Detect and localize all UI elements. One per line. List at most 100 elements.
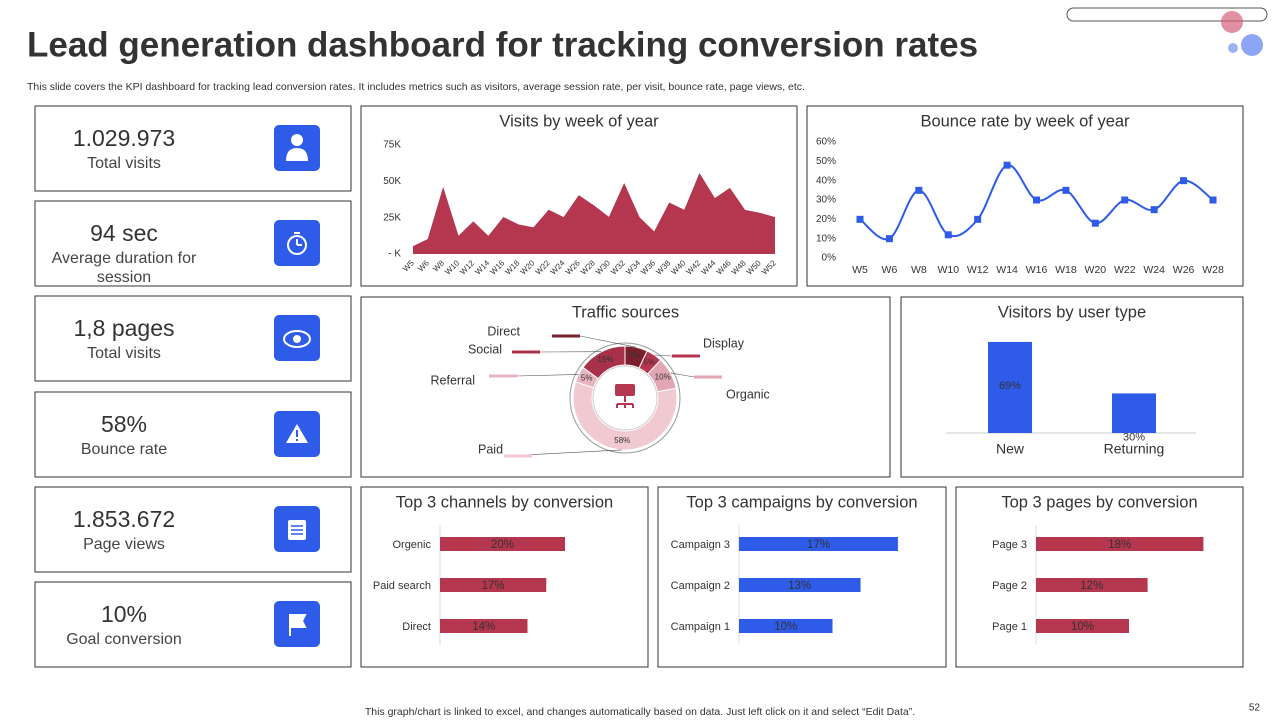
kpi-value: 1.029.973: [73, 125, 175, 151]
value-label: 30%: [1123, 431, 1145, 443]
kpi-label: Total visits: [87, 345, 161, 362]
marker: [1091, 219, 1099, 227]
y-tick-label: 20%: [816, 214, 836, 225]
icon: [294, 232, 302, 246]
decor-dot: [1241, 34, 1263, 56]
icon: [289, 614, 307, 636]
kpi-icon: [274, 315, 320, 361]
panel: [657, 486, 947, 668]
ring: [569, 342, 681, 454]
x-tick-label: Returning: [1104, 441, 1165, 457]
decor-bar: [1066, 7, 1268, 22]
icon: [291, 134, 303, 146]
decor-dot: [1228, 43, 1238, 53]
category-label: Organic: [726, 387, 770, 401]
icon: [286, 148, 308, 161]
bar: [1036, 537, 1204, 551]
y-tick-label: 30%: [816, 195, 836, 206]
icon: [293, 335, 301, 343]
kpi-label: Goal conversion: [66, 631, 182, 648]
value-label: 14%: [472, 621, 495, 633]
marker: [1209, 196, 1217, 204]
kpi-label-box: Total visits: [87, 345, 161, 362]
kpi-label: Total visits: [87, 155, 161, 172]
panel: [900, 296, 1244, 478]
marker: [1150, 206, 1158, 214]
center-icon: [615, 384, 635, 396]
y-tick-label: Paid search: [373, 580, 431, 592]
y-tick-label: 40%: [816, 175, 836, 186]
y-tick-label: Page 1: [992, 621, 1027, 633]
category-label: Direct: [487, 324, 520, 338]
chart-title: Traffic sources: [572, 303, 679, 321]
kpi-icon: [274, 125, 320, 171]
icon: [287, 235, 307, 255]
y-tick-label: Campaign 2: [671, 580, 730, 592]
x-tick-label: W6: [882, 264, 898, 276]
leader-swatch: [552, 334, 580, 338]
leader-swatch: [512, 350, 540, 354]
bar: [988, 341, 1032, 433]
slice: [572, 381, 678, 451]
kpi-icon: [274, 601, 320, 647]
value-label: 17%: [807, 539, 830, 551]
bar: [739, 578, 861, 592]
value-label: 5%: [643, 358, 655, 367]
footer: This graph/chart is linked to excel, and…: [365, 706, 915, 718]
y-tick-label: 50%: [816, 156, 836, 167]
title: Lead generation dashboard for tracking c…: [27, 25, 978, 64]
chart-title: Visits by week of year: [499, 112, 659, 130]
x-tick-label: W18: [1055, 264, 1077, 276]
x-tick-label: W20: [1085, 264, 1107, 276]
kpi-label: Average duration for session: [51, 250, 197, 286]
x-tick-label: W22: [1114, 264, 1136, 276]
leader-swatch: [672, 354, 700, 358]
center-icon: [616, 396, 634, 408]
kpi-label-box: Average duration for session: [51, 250, 197, 286]
area-fill: [413, 174, 775, 254]
value-label: 58%: [614, 436, 630, 445]
bar: [440, 619, 528, 633]
category-label: Display: [703, 336, 745, 350]
value-label: 7%: [629, 351, 641, 360]
value-label: 10%: [1071, 621, 1094, 633]
marker: [1033, 196, 1040, 204]
x-tick-label: W10: [937, 264, 959, 276]
y-tick-label: Page 2: [992, 580, 1027, 592]
y-tick-label: 10%: [816, 233, 836, 244]
kpi-label-box: Page views: [83, 536, 165, 553]
y-tick-label: Campaign 3: [671, 539, 730, 551]
bar: [1036, 578, 1148, 592]
kpi-value: 94 sec: [90, 220, 158, 246]
kpi-icon: [274, 220, 320, 266]
decor-dot: [1221, 11, 1243, 33]
page-number: 52: [1249, 703, 1261, 714]
x-tick-label: W12: [967, 264, 989, 276]
y-tick-label: 60%: [816, 137, 836, 148]
area-line: [412, 172, 776, 248]
bar: [1036, 619, 1129, 633]
bar: [739, 537, 898, 551]
kpi-card: [34, 581, 352, 668]
y-tick-label: Direct: [402, 621, 431, 633]
y-tick-label: 75K: [383, 140, 401, 151]
kpi-value: 1.853.672: [73, 506, 175, 532]
bar: [440, 578, 547, 592]
y-tick-label: Page 3: [992, 539, 1027, 551]
x-tick-label: W24: [1143, 264, 1165, 276]
y-tick-label: Orgenic: [392, 539, 431, 551]
leader-swatch: [489, 374, 517, 378]
subtitle: This slide covers the KPI dashboard for …: [27, 81, 805, 93]
x-tick-label: W28: [1202, 264, 1224, 276]
value-label: 12%: [1080, 580, 1103, 592]
leader-swatch: [694, 375, 722, 379]
kpi-value: 1,8 pages: [73, 315, 174, 341]
category-label: Referral: [431, 373, 475, 387]
marker: [1003, 161, 1011, 169]
marker: [1121, 196, 1129, 204]
chart-title: Visitors by user type: [998, 303, 1146, 321]
category-label: Paid: [478, 442, 503, 456]
slice: [582, 345, 626, 380]
value-label: 18%: [1108, 539, 1131, 551]
